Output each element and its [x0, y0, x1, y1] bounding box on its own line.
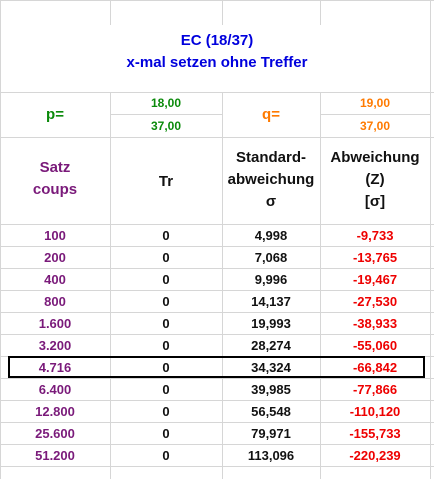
std-dev-cell: 7,068: [254, 250, 288, 265]
grid-line: [110, 0, 111, 25]
header-std-line1: Standard-: [235, 148, 306, 166]
satz-cell: 25.600: [35, 426, 75, 441]
grid-line: [0, 444, 434, 445]
header-satz: Satz: [39, 158, 71, 176]
grid-line: [222, 0, 223, 25]
q-label: q=: [262, 106, 280, 123]
satz-cell: 400: [44, 272, 66, 287]
grid-line: [222, 92, 223, 479]
p-label: p=: [46, 106, 64, 123]
deviation-cell: -19,467: [352, 272, 398, 287]
deviation-cell: -9,733: [356, 228, 394, 243]
tr-cell: 0: [162, 426, 170, 441]
grid-line: [320, 114, 430, 115]
grid-line: [0, 268, 434, 269]
satz-cell: 51.200: [35, 448, 75, 463]
tr-cell: 0: [162, 250, 170, 265]
grid-line: [320, 0, 321, 25]
std-dev-cell: 56,548: [251, 404, 291, 419]
std-dev-cell: 19,993: [251, 316, 291, 331]
header-coups: coups: [32, 180, 78, 198]
satz-cell: 800: [44, 294, 66, 309]
grid-line: [0, 400, 434, 401]
tr-cell: 0: [162, 382, 170, 397]
title-line-1: EC (18/37): [180, 31, 254, 49]
grid-line: [0, 378, 434, 379]
grid-line: [0, 246, 434, 247]
tr-cell: 0: [162, 228, 170, 243]
satz-cell: 3.200: [38, 338, 72, 353]
tr-cell: 0: [162, 316, 170, 331]
tr-cell: 0: [162, 294, 170, 309]
p-numerator: 18,00: [150, 96, 182, 110]
grid-line: [0, 334, 434, 335]
grid-line: [110, 114, 222, 115]
grid-line: [0, 466, 434, 467]
header-abw-line3: [σ]: [364, 192, 386, 210]
title-line-2: x-mal setzen ohne Treffer: [126, 53, 308, 71]
header-tr: Tr: [158, 172, 174, 190]
satz-cell: 4.716: [38, 360, 72, 375]
grid-line: [0, 0, 1, 479]
deviation-cell: -220,239: [349, 448, 401, 463]
deviation-cell: -55,060: [352, 338, 398, 353]
tr-cell: 0: [162, 272, 170, 287]
std-dev-cell: 4,998: [254, 228, 288, 243]
deviation-cell: -110,120: [349, 404, 401, 419]
grid-line: [0, 422, 434, 423]
deviation-cell: -27,530: [352, 294, 398, 309]
grid-line: [430, 0, 431, 479]
std-dev-cell: 28,274: [251, 338, 291, 353]
std-dev-cell: 113,096: [247, 448, 295, 463]
satz-cell: 100: [44, 228, 66, 243]
header-std-line2: abweichung: [227, 170, 315, 188]
deviation-cell: -66,842: [352, 360, 398, 375]
std-dev-cell: 79,971: [251, 426, 291, 441]
grid-line: [0, 312, 434, 313]
grid-line: [0, 137, 434, 138]
grid-line: [0, 92, 434, 93]
header-std-line3: σ: [265, 192, 277, 210]
satz-cell: 6.400: [38, 382, 72, 397]
tr-cell: 0: [162, 448, 170, 463]
deviation-cell: -38,933: [352, 316, 398, 331]
tr-cell: 0: [162, 360, 170, 375]
std-dev-cell: 39,985: [251, 382, 291, 397]
grid-line: [0, 290, 434, 291]
header-abw-line2: (Z): [365, 170, 385, 188]
std-dev-cell: 14,137: [251, 294, 291, 309]
q-denominator: 37,00: [359, 119, 391, 133]
std-dev-cell: 34,324: [251, 360, 291, 375]
q-numerator: 19,00: [359, 96, 391, 110]
tr-cell: 0: [162, 338, 170, 353]
std-dev-cell: 9,996: [254, 272, 288, 287]
grid-line: [320, 92, 321, 479]
satz-cell: 12.800: [35, 404, 75, 419]
grid-line: [110, 92, 111, 479]
deviation-cell: -77,866: [352, 382, 398, 397]
tr-cell: 0: [162, 404, 170, 419]
grid-line: [0, 0, 434, 1]
deviation-cell: -13,765: [352, 250, 398, 265]
grid-line: [0, 224, 434, 225]
satz-cell: 200: [44, 250, 66, 265]
highlighted-row-frame: [8, 356, 425, 378]
p-denominator: 37,00: [150, 119, 182, 133]
header-abw-line1: Abweichung: [330, 148, 420, 166]
satz-cell: 1.600: [38, 316, 72, 331]
deviation-cell: -155,733: [349, 426, 401, 441]
